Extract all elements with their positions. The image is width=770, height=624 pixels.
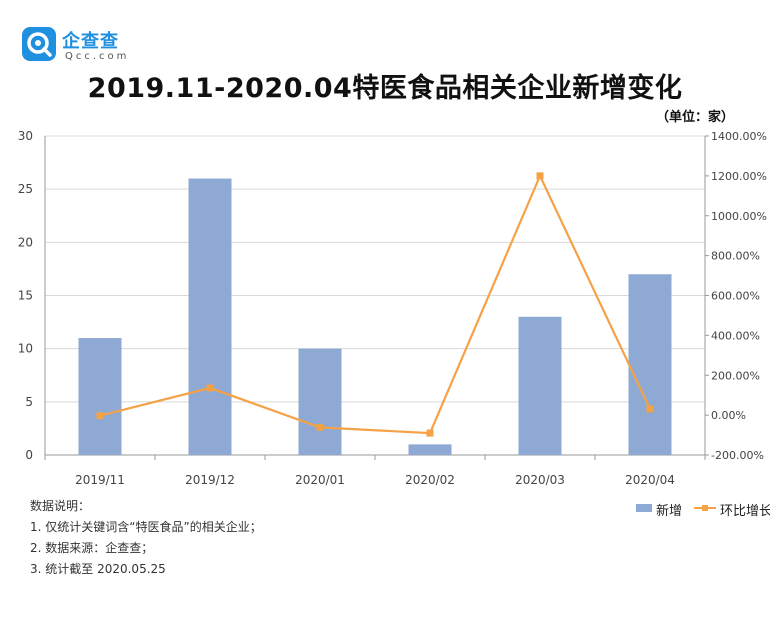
legend-item-bar: 新增 — [636, 500, 682, 519]
y-right-tick-label: 600.00% — [711, 290, 760, 303]
bar — [188, 178, 232, 456]
qcc-logo-icon — [22, 27, 56, 61]
y-left-tick-label: 30 — [18, 129, 33, 143]
line-marker — [316, 423, 324, 431]
notes-heading: 数据说明： — [30, 499, 91, 513]
y-left-tick-label: 15 — [18, 289, 33, 303]
bar — [78, 338, 122, 455]
x-tick-label: 2020/02 — [405, 473, 455, 487]
line-marker — [646, 405, 654, 413]
unit-label: （单位：家） — [655, 110, 734, 125]
y-right-tick-label: -200.00% — [711, 449, 764, 462]
notes-item: 3. 统计截至 2020.05.25 — [30, 562, 166, 576]
line-marker — [536, 172, 544, 180]
y-right-tick-label: 200.00% — [711, 369, 760, 382]
y-right-tick-label: 1000.00% — [711, 210, 767, 223]
legend-bar-swatch — [636, 504, 652, 512]
legend-item-line: 环比增长 — [694, 500, 770, 519]
bar — [518, 316, 562, 455]
x-tick-label: 2020/03 — [515, 473, 565, 487]
x-tick-label: 2020/04 — [625, 473, 675, 487]
y-left-tick-label: 5 — [25, 395, 33, 409]
legend-label-bar: 新增 — [656, 504, 683, 519]
brand-name: 企查查 — [62, 31, 119, 52]
y-left-tick-label: 0 — [25, 448, 33, 462]
legend-label-line: 环比增长 — [720, 504, 770, 519]
y-right-tick-label: 800.00% — [711, 250, 760, 263]
notes-item: 2. 数据来源：企查查； — [30, 541, 154, 555]
y-right-tick-label: 0.00% — [711, 409, 746, 422]
x-tick-label: 2019/12 — [185, 473, 235, 487]
y-right-tick-label: 1400.00% — [711, 130, 767, 143]
brand-domain: Qcc.com — [65, 51, 130, 62]
y-left-tick-label: 20 — [18, 235, 33, 249]
line-series — [99, 173, 651, 435]
chart-title: 2019.11-2020.04特医食品相关企业新增变化 — [87, 73, 683, 104]
y-left-tick-label: 10 — [18, 342, 33, 356]
x-tick-label: 2020/01 — [295, 473, 345, 487]
bar — [298, 348, 342, 455]
y-right-tick-label: 1200.00% — [711, 170, 767, 183]
data-notes: 数据说明： 1. 仅统计关键词含“特医食品”的相关企业； 2. 数据来源：企查查… — [30, 496, 262, 580]
y-right-tick-label: 400.00% — [711, 329, 760, 342]
bar — [408, 444, 452, 455]
y-left-tick-label: 25 — [18, 182, 33, 196]
legend-marker-swatch — [702, 505, 708, 511]
notes-item: 1. 仅统计关键词含“特医食品”的相关企业； — [30, 520, 262, 534]
brand-logo: 企查查 Qcc.com — [22, 27, 162, 67]
x-tick-label: 2019/11 — [75, 473, 125, 487]
line-marker — [206, 384, 214, 392]
line-marker — [96, 412, 104, 420]
line-marker — [426, 429, 434, 437]
bar — [628, 274, 672, 455]
